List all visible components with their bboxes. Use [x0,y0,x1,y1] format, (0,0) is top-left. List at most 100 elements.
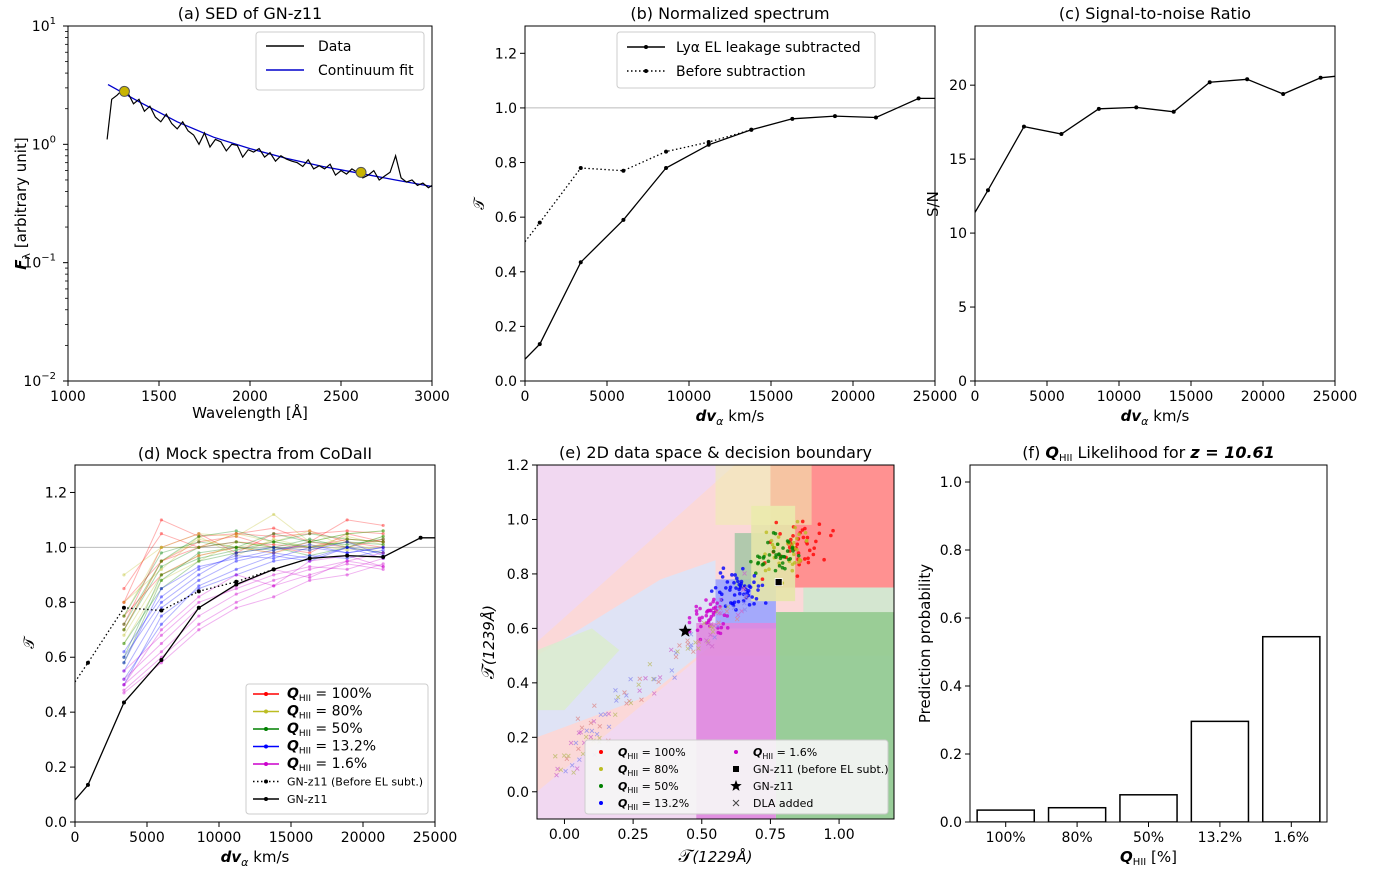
mock-point [122,650,126,654]
mock-point [272,545,276,549]
x-tick-label: 1.00 [823,827,854,843]
panel-a-plot [106,84,432,189]
dla-point [731,605,737,611]
unit-label: [arbitrary unit] [12,137,30,253]
mock-point [381,551,385,555]
mock-point [159,559,163,563]
snr-point [1134,105,1139,110]
x-axis-label: Wavelength [Å] [192,403,308,422]
data-point [796,553,801,558]
mock-curve [123,546,384,644]
x-axis-label: dvα km/s [221,848,290,869]
series-point [85,782,90,787]
snr-point [1245,77,1250,82]
q-symbol: Q [1120,848,1133,866]
continuum-fit-line [107,84,432,188]
mock-point [122,655,126,659]
q-subscript: HII [299,764,311,774]
dla-point [672,675,677,680]
mock-point [381,540,385,544]
tick-base: 10 [23,374,41,390]
data-point [792,560,797,565]
mock-point [308,532,312,536]
tick-base: 10 [23,256,41,272]
y-tick-label: 0.6 [507,621,529,637]
mock-point [122,614,126,618]
legend-label: QHII = 1.6% [753,746,817,761]
data-point [730,573,734,577]
legend-label: GN-z11 (Before EL subt.) [287,776,423,789]
mock-point [272,548,276,552]
series-point [706,140,711,145]
y-tick-label: 20 [949,78,967,94]
dla-point [622,690,627,695]
dla-point [624,693,629,698]
x-axis-label: dvα km/s [1121,407,1190,428]
data-point [782,554,786,559]
data-point [805,542,809,546]
mock-point [308,554,312,558]
mock-point [308,529,312,533]
x-tick-label: 100% [986,830,1026,846]
dla-point [579,725,585,731]
y-tick-label: 0.2 [507,730,529,746]
data-point [786,540,791,544]
series-line [75,537,435,801]
mock-point [197,614,201,618]
data-point [795,519,800,524]
mock-point [122,683,126,687]
data-point [716,630,721,635]
series-point [159,608,164,613]
legend-value: DLA added [753,797,813,810]
mock-point [345,545,349,549]
alpha-subscript: α [1141,415,1149,428]
data-point [766,540,770,545]
mock-point [234,551,238,555]
series-point [85,660,90,665]
mock-point [197,554,201,558]
legend-marker [264,692,268,696]
bar [976,809,1036,822]
mock-curve [123,560,384,686]
data-point [694,609,699,613]
mock-point [159,622,163,626]
mock-point [345,559,349,563]
data-point [753,571,758,575]
dla-point [715,623,721,629]
bar [1119,794,1178,822]
legend-value: = 50% [638,780,679,793]
series-point [234,582,239,587]
mock-point [234,548,238,552]
mock-point [234,554,238,558]
legend-marker [644,45,648,49]
legend-value: GN-z11 [753,780,794,793]
mock-point [308,548,312,552]
y-tick-label: 15 [949,152,967,168]
mock-curve [123,535,384,631]
mock-point [308,529,312,533]
dla-point [735,612,741,618]
dla-point [636,682,642,688]
x-tick-label: 0 [71,830,80,846]
legend-value: = 13.2% [311,739,376,755]
data-point [720,575,725,579]
mock-point [308,545,312,549]
dla-point [576,746,581,752]
mock-curve [123,563,384,694]
dla-point [594,731,600,737]
mock-curve [123,538,384,644]
mock-point [197,554,201,558]
dla-point [706,641,711,646]
mock-point [381,545,385,549]
mock-point [308,543,312,547]
data-point [752,602,756,606]
decision-region [715,465,812,525]
y-axis-label: S/N [924,191,942,217]
mock-point [272,545,276,549]
data-point [687,616,692,620]
bar [1190,720,1250,822]
mock-curve [123,538,384,631]
x-tick-label: 1000 [50,389,86,405]
mock-point [234,545,238,549]
snr-point [1281,92,1286,97]
